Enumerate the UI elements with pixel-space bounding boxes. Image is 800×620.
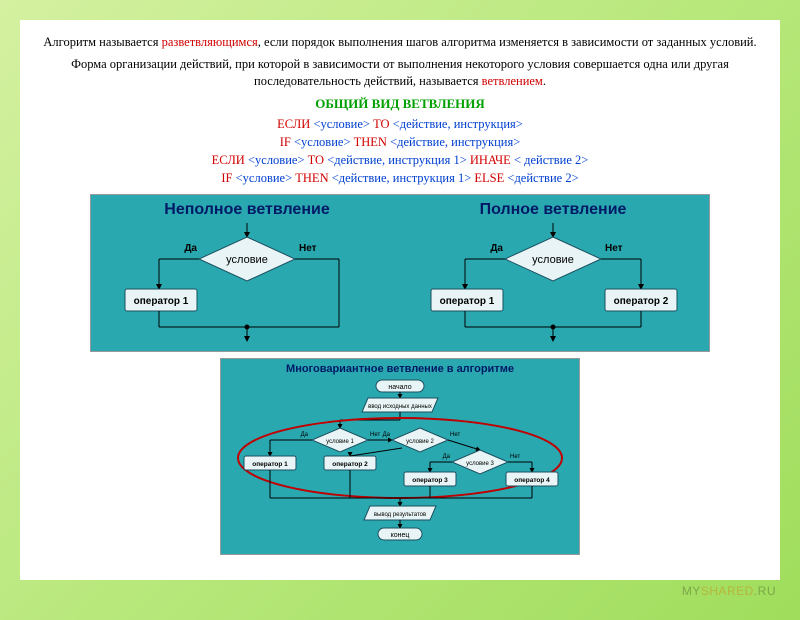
syntax-line-1: ЕСЛИ <условие> TO <действие, инструкция> — [38, 117, 762, 132]
paragraph-definition: Алгоритм называется разветвляющимся, есл… — [38, 34, 762, 52]
ph: <действие 2> — [507, 171, 578, 185]
node-c3: условие 3 — [466, 461, 494, 467]
ph: <условие> — [313, 117, 370, 131]
label-yes: Да — [490, 243, 503, 254]
ph: <действие, инструкция 1> — [327, 153, 467, 167]
kw: THEN — [292, 171, 332, 185]
kw: TO — [305, 153, 328, 167]
label-yes: Да — [184, 243, 197, 254]
label-no: Нет — [605, 243, 623, 254]
node-start: начало — [388, 384, 411, 391]
node-c2: условие 2 — [406, 439, 434, 445]
term-branching-algo: разветвляющимся — [162, 35, 258, 49]
kw: IF — [221, 171, 235, 185]
kw: ЕСЛИ — [212, 153, 248, 167]
kw: THEN — [351, 135, 391, 149]
node-op2: оператор 2 — [614, 296, 669, 307]
svg-text:Да: Да — [301, 432, 309, 438]
title-multiway: Многовариантное ветвление в алгоритме — [227, 363, 573, 375]
watermark-my: MY — [682, 584, 701, 598]
node-o3: оператор 3 — [412, 477, 448, 484]
ph: <условие> — [248, 153, 305, 167]
node-end: конец — [391, 532, 410, 539]
syntax-line-2: IF <условие> THEN <действие, инструкция> — [38, 135, 762, 150]
label-no: Нет — [299, 243, 317, 254]
node-condition: условие — [532, 254, 574, 266]
title-complete: Полное ветвление — [405, 201, 701, 219]
text: Форма организации действий, при которой … — [71, 57, 729, 89]
node-c1: условие 1 — [326, 439, 354, 445]
kw: ЕСЛИ — [277, 117, 313, 131]
heading-general-form: ОБЩИЙ ВИД ВЕТВЛЕНИЯ — [38, 95, 762, 113]
ph: <условие> — [294, 135, 351, 149]
svg-text:Нет: Нет — [510, 454, 520, 460]
slide: Алгоритм называется разветвляющимся, есл… — [20, 20, 780, 580]
node-o4: оператор 4 — [514, 477, 550, 484]
text: , если порядок выполнения шагов алгоритм… — [258, 35, 757, 49]
ph: <действие, инструкция> — [393, 117, 523, 131]
node-input: ввод исходных данных — [368, 404, 432, 410]
kw: TO — [370, 117, 393, 131]
ph: <действие, инструкция 1> — [332, 171, 472, 185]
diagram-incomplete: Неполное ветвление условие Да Нет — [99, 201, 395, 343]
flowchart-incomplete: условие Да Нет оператор 1 — [107, 223, 387, 343]
svg-text:Нет: Нет — [370, 432, 380, 438]
flowchart-complete: условие Да Нет оператор 1 оператор 2 — [413, 223, 693, 343]
diagram-simple-branching: Неполное ветвление условие Да Нет — [90, 194, 710, 352]
watermark: MYSHARED.RU — [682, 584, 776, 598]
flowchart-multiway: начало ввод исходных данных условие 1 Да… — [230, 378, 570, 548]
watermark-shared: SHARED — [701, 584, 754, 598]
syntax-line-4: IF <условие> THEN <действие, инструкция … — [38, 171, 762, 186]
text: . — [543, 74, 546, 88]
node-o1: оператор 1 — [252, 461, 288, 468]
kw: ИНАЧЕ — [467, 153, 514, 167]
svg-text:Да: Да — [383, 432, 391, 438]
node-o2: оператор 2 — [332, 461, 368, 468]
diagram-complete: Полное ветвление условие Да Нет оператор… — [405, 201, 701, 343]
diagram-multiway: Многовариантное ветвление в алгоритме на… — [220, 358, 580, 555]
watermark-ru: .RU — [754, 584, 776, 598]
term-branching: ветвлением — [482, 74, 543, 88]
svg-text:Нет: Нет — [450, 432, 460, 438]
node-output: вывод результатов — [374, 512, 426, 518]
paragraph-branching: Форма организации действий, при которой … — [38, 56, 762, 91]
ph: <условие> — [236, 171, 293, 185]
kw: ELSE — [471, 171, 507, 185]
svg-text:Да: Да — [443, 454, 451, 460]
syntax-line-3: ЕСЛИ <условие> TO <действие, инструкция … — [38, 153, 762, 168]
ph: <действие, инструкция> — [390, 135, 520, 149]
node-condition: условие — [226, 254, 268, 266]
node-op1: оператор 1 — [440, 296, 495, 307]
kw: IF — [280, 135, 294, 149]
text: Алгоритм называется — [43, 35, 161, 49]
title-incomplete: Неполное ветвление — [99, 201, 395, 219]
ph: < действие 2> — [514, 153, 588, 167]
node-op1: оператор 1 — [134, 296, 189, 307]
